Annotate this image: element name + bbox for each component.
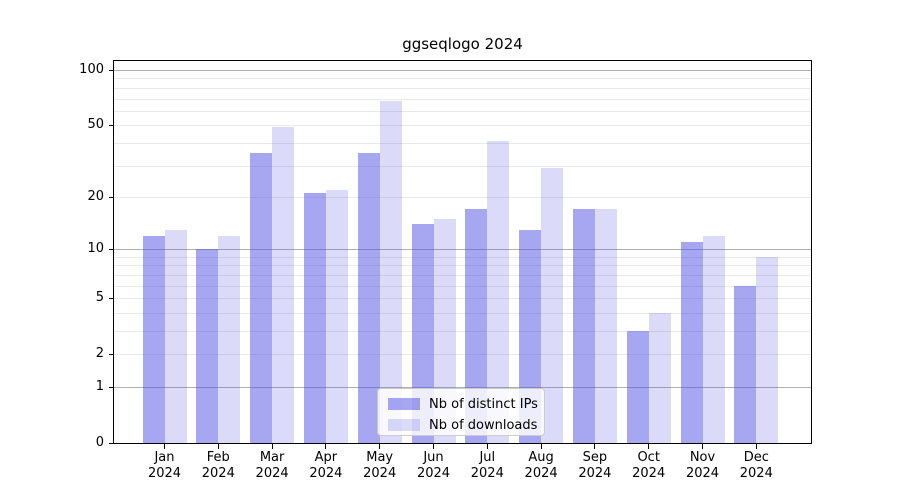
x-tick-label-jul: Jul 2024 [470,450,504,481]
y-tick-20 [109,196,114,198]
bar-feb-downloads [218,235,241,443]
minor-gridline-50 [114,125,811,127]
major-gridline-100 [114,70,811,71]
bar-sep-downloads [594,209,617,443]
minor-gridline-4 [114,312,811,314]
x-tick-label-aug: Aug 2024 [524,450,558,481]
minor-gridline-90 [114,78,811,80]
y-tick-1 [109,387,114,388]
y-tick-label-100: 100 [79,62,104,77]
y-tick-10 [109,249,114,251]
minor-gridline-7 [114,274,811,276]
bar-jun-downloads [433,218,456,443]
x-tick-apr [325,444,327,449]
x-tick-label-may: May 2024 [363,450,397,481]
y-tick-label-10: 10 [87,241,104,257]
y-tick-50 [109,125,114,127]
x-tick-dec [755,444,757,449]
bar-dec-downloads [756,256,779,443]
legend-label-downloads: Nb of downloads [429,417,538,433]
legend-swatch-downloads [388,419,420,431]
x-tick-aug [540,444,542,449]
major-gridline-1 [114,387,811,388]
legend-item-downloads: Nb of downloads [388,416,544,434]
chart-title: ggseqlogo 2024 [402,35,523,53]
y-tick-label-50: 50 [87,117,104,133]
y-tick-label-0: 0 [95,435,104,450]
minor-gridline-5 [114,298,811,300]
bar-may-distinct-ips [357,153,380,443]
x-tick-sep [594,444,596,449]
minor-gridline-6 [114,285,811,287]
y-tick-2 [109,354,114,356]
x-tick-label-jun: Jun 2024 [416,450,451,481]
y-tick-label-2: 2 [95,346,104,362]
bar-jan-downloads [164,229,187,443]
bar-dec-distinct-ips [734,285,757,443]
bar-jul-distinct-ips [465,209,488,443]
minor-gridline-40 [114,142,811,144]
bar-jul-downloads [487,140,510,443]
major-gridline-10 [114,249,811,251]
grid-layer [114,61,811,443]
x-tick-label-nov: Nov 2024 [685,450,720,481]
y-tick-100 [109,70,114,71]
y-tick-label-20: 20 [87,188,104,204]
bar-nov-distinct-ips [680,242,703,443]
x-tick-jan [164,444,165,449]
y-tick-0 [109,443,114,444]
bar-apr-distinct-ips [303,193,326,443]
x-tick-label-mar: Mar 2024 [255,450,289,481]
bar-feb-distinct-ips [196,249,219,443]
bar-mar-downloads [272,126,295,443]
x-tick-label-dec: Dec 2024 [739,450,773,481]
minor-gridline-60 [114,110,811,112]
minor-gridline-70 [114,98,811,100]
x-tick-label-feb: Feb 2024 [201,450,235,481]
legend-label-distinct-ips: Nb of distinct IPs [429,396,538,412]
bar-sep-distinct-ips [572,209,595,443]
x-tick-label-jan: Jan 2024 [147,450,182,481]
bar-apr-downloads [325,189,348,443]
bar-oct-downloads [648,312,671,443]
x-tick-label-oct: Oct 2024 [632,450,666,481]
x-tick-oct [648,444,650,449]
bar-mar-distinct-ips [250,153,273,443]
x-tick-jun [433,444,434,449]
bar-oct-distinct-ips [626,331,649,443]
y-tick-label-5: 5 [95,290,104,306]
minor-gridline-8 [114,265,811,267]
bar-jan-distinct-ips [142,235,165,443]
x-tick-nov [702,444,703,449]
minor-gridline-3 [114,331,811,332]
legend: Nb of distinct IPs Nb of downloads [377,388,545,436]
bar-aug-downloads [541,168,564,443]
x-tick-label-apr: Apr 2024 [309,450,343,481]
minor-gridline-9 [114,256,811,258]
legend-item-distinct-ips: Nb of distinct IPs [388,395,544,413]
x-tick-mar [271,444,273,449]
x-tick-label-sep: Sep 2024 [578,450,612,481]
x-tick-jul [486,444,488,449]
bar-nov-downloads [702,235,725,443]
bar-may-downloads [379,100,402,443]
y-tick-label-1: 1 [95,379,104,394]
minor-gridline-30 [114,165,811,167]
minor-gridline-2 [114,354,811,356]
y-tick-5 [109,298,114,300]
bars-layer [114,61,811,443]
plot-area: Nb of distinct IPs Nb of downloads [114,61,811,443]
minor-gridline-20 [114,196,811,198]
x-tick-may [379,444,381,449]
legend-swatch-distinct-ips [388,398,420,410]
minor-gridline-80 [114,87,811,89]
x-tick-feb [217,444,219,449]
